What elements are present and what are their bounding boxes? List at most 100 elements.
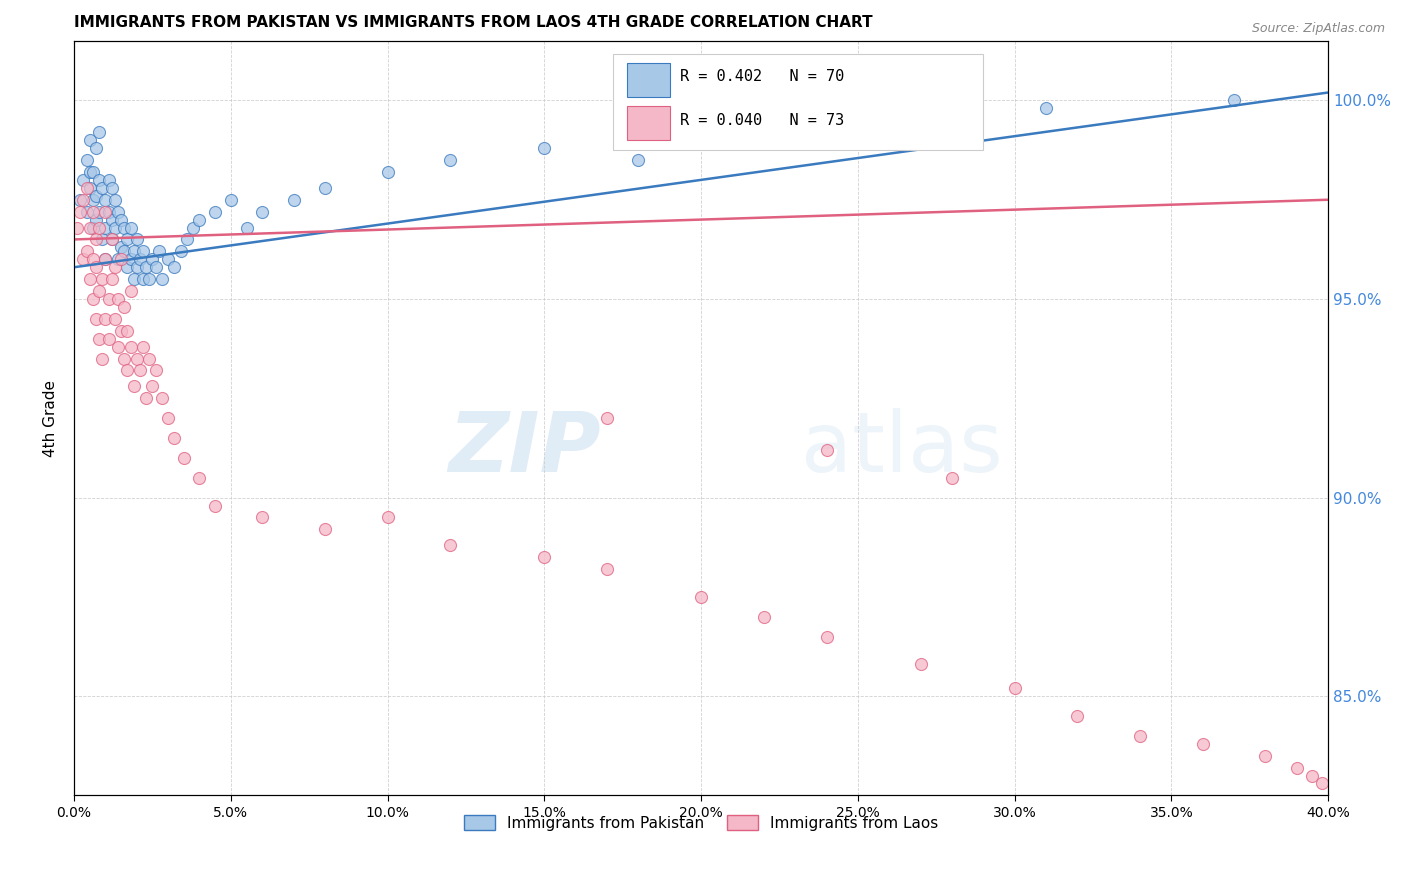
Point: [188, 212, 211, 227]
Point: [1129, 729, 1152, 743]
Point: [120, 284, 142, 298]
Y-axis label: 4th Grade: 4th Grade: [44, 380, 58, 457]
Point: [122, 379, 145, 393]
Point: [97, 173, 120, 187]
Point: [132, 340, 155, 354]
Point: [377, 165, 399, 179]
Point: [627, 153, 650, 167]
Point: [690, 590, 713, 604]
Point: [79, 133, 101, 147]
Point: [250, 510, 273, 524]
Point: [117, 232, 139, 246]
Point: [815, 442, 838, 457]
Point: [89, 125, 111, 139]
Point: [94, 252, 117, 267]
Point: [314, 522, 336, 536]
Point: [1035, 102, 1057, 116]
Point: [204, 499, 226, 513]
Point: [150, 272, 173, 286]
Point: [1301, 768, 1323, 782]
Point: [112, 244, 135, 259]
Point: [97, 204, 120, 219]
Point: [110, 324, 132, 338]
Point: [94, 193, 117, 207]
Point: [117, 363, 139, 377]
Point: [941, 471, 963, 485]
Point: [1191, 737, 1213, 751]
Point: [120, 340, 142, 354]
Point: [72, 173, 94, 187]
Point: [250, 204, 273, 219]
Point: [69, 193, 91, 207]
Point: [1285, 761, 1308, 775]
Point: [157, 411, 180, 425]
Point: [84, 212, 107, 227]
Point: [132, 272, 155, 286]
Point: [283, 193, 305, 207]
Point: [125, 351, 148, 366]
Point: [104, 260, 127, 275]
Point: [94, 220, 117, 235]
Point: [107, 204, 129, 219]
FancyBboxPatch shape: [627, 62, 669, 97]
Point: [91, 181, 114, 195]
Point: [107, 292, 129, 306]
Point: [122, 272, 145, 286]
Point: [135, 392, 157, 406]
Point: [1223, 94, 1246, 108]
Point: [89, 220, 111, 235]
Point: [188, 471, 211, 485]
Text: R = 0.040   N = 73: R = 0.040 N = 73: [679, 112, 844, 128]
Point: [82, 252, 104, 267]
Point: [97, 292, 120, 306]
Point: [815, 630, 838, 644]
Point: [314, 181, 336, 195]
Point: [107, 340, 129, 354]
Point: [104, 311, 127, 326]
Point: [439, 538, 461, 552]
Point: [82, 292, 104, 306]
Point: [157, 252, 180, 267]
Point: [377, 510, 399, 524]
Point: [84, 260, 107, 275]
Point: [117, 324, 139, 338]
Point: [148, 244, 170, 259]
Point: [204, 204, 226, 219]
Point: [132, 244, 155, 259]
Point: [135, 260, 157, 275]
Point: [125, 232, 148, 246]
Point: [439, 153, 461, 167]
Point: [84, 141, 107, 155]
Point: [89, 173, 111, 187]
Point: [104, 193, 127, 207]
Point: [181, 220, 204, 235]
Point: [145, 363, 167, 377]
Point: [129, 252, 152, 267]
Point: [110, 252, 132, 267]
Point: [596, 562, 619, 576]
Point: [100, 232, 122, 246]
Point: [596, 411, 619, 425]
Point: [138, 272, 160, 286]
FancyBboxPatch shape: [627, 106, 669, 140]
Point: [125, 260, 148, 275]
Point: [219, 193, 242, 207]
Point: [117, 260, 139, 275]
Point: [84, 311, 107, 326]
Point: [91, 232, 114, 246]
Point: [533, 141, 555, 155]
Point: [120, 220, 142, 235]
Point: [1066, 709, 1088, 723]
Point: [110, 212, 132, 227]
Point: [107, 252, 129, 267]
Point: [82, 220, 104, 235]
Text: Source: ZipAtlas.com: Source: ZipAtlas.com: [1251, 22, 1385, 36]
Point: [112, 300, 135, 314]
Point: [163, 431, 186, 445]
Point: [100, 232, 122, 246]
Point: [76, 244, 98, 259]
Point: [82, 193, 104, 207]
Point: [76, 153, 98, 167]
Point: [94, 311, 117, 326]
Point: [84, 232, 107, 246]
